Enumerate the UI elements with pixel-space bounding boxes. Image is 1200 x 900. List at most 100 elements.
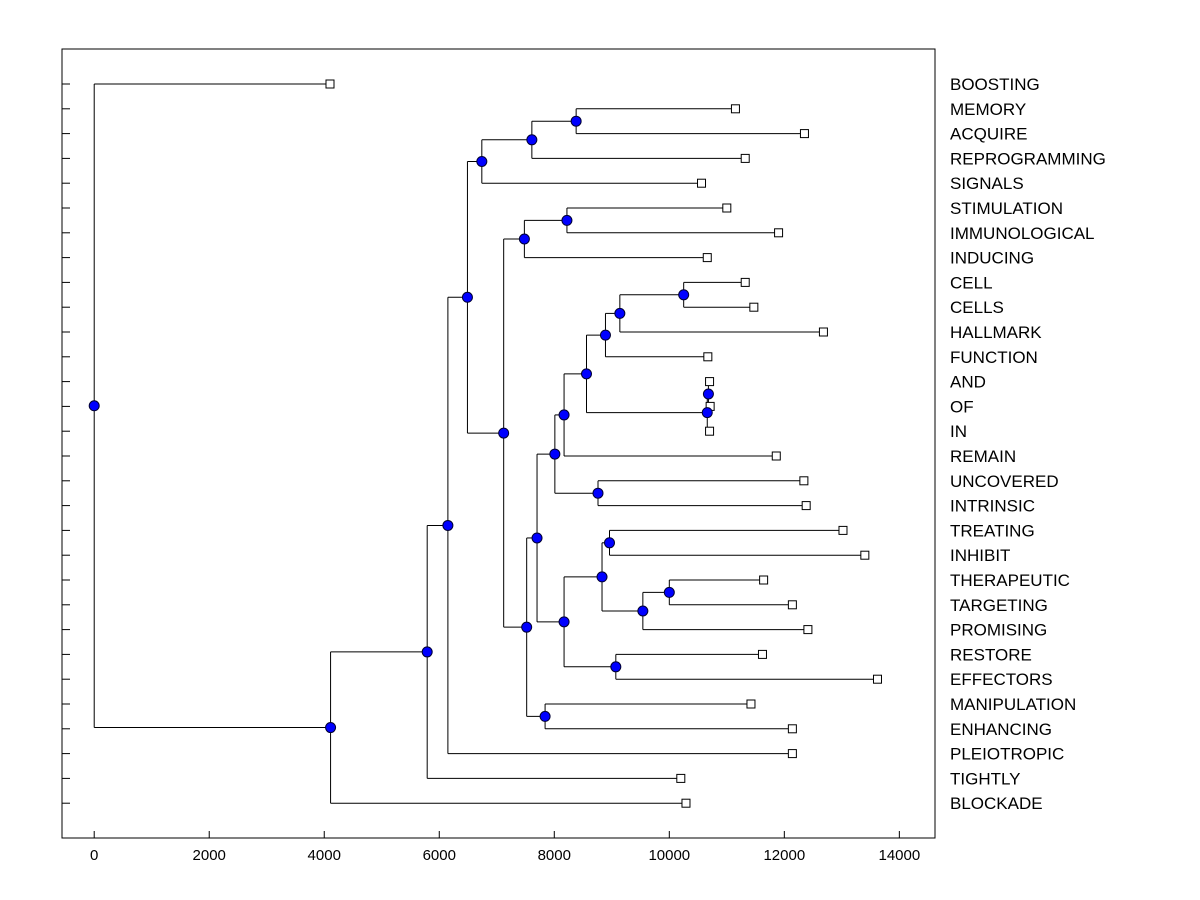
x-tick-label: 12000 [763,847,805,864]
leaf-marker-restore [757,649,767,659]
merge-node-n_func_and [580,368,592,380]
leaf-label-promising: PROMISING [950,621,1047,640]
leaf-label-function: FUNCTION [950,348,1038,367]
leaf-label-manipulation: MANIPULATION [950,695,1076,714]
merge-node-n_remain [558,409,570,421]
leaf-marker-inhibit [860,550,870,560]
merge-node-n_treat [603,537,615,549]
leaf-label-in: IN [950,422,967,441]
merge-node-n_mid [549,448,561,460]
leaf-label-cells: CELLS [950,298,1004,317]
leaf-markers [325,79,882,808]
leaf-label-intrinsic: INTRINSIC [950,497,1035,516]
merge-node-n_low2 [521,621,533,633]
leaf-marker-manipulation [746,699,756,709]
merge-node-n_treat_prom [596,571,608,583]
merge-node-n_root [88,400,100,412]
leaf-labels: BOOSTING MEMORY ACQUIRE REPROGRAMMING SIGNAL… [950,75,1106,813]
merge-node-n_func [599,329,611,341]
merge-node-n_prom [637,605,649,617]
merge-node-n_center [498,427,510,439]
leaf-label-reprogramming: REPROGRAMMING [950,149,1106,168]
leaf-label-enhancing: ENHANCING [950,720,1052,739]
leaf-marker-inducing [702,253,712,263]
leaf-label-inducing: INDUCING [950,249,1034,268]
merge-node-n_tp_rest [558,616,570,628]
leaf-marker-uncovered [799,476,809,486]
leaf-marker-effectors [872,674,882,684]
leaf-marker-cell [740,277,750,287]
leaf-label-acquire: ACQUIRE [950,125,1027,144]
merge-node-n_tight [421,646,433,658]
x-tick-label: 2000 [193,847,226,864]
leaf-label-inhibit: INHIBIT [950,546,1010,565]
leaf-marker-treating [838,525,848,535]
merge-node-n_low [531,532,543,544]
merge-node-n_ther [663,586,675,598]
leaf-marker-promising [803,625,813,635]
leaf-marker-hallmark [818,327,828,337]
leaf-marker-pleiotropic [787,749,797,759]
merge-node-n_manip [539,710,551,722]
leaf-label-of: OF [950,397,974,416]
leaf-label-memory: MEMORY [950,100,1026,119]
merge-node-n_hall [614,307,626,319]
leaf-marker-targeting [787,600,797,610]
x-tick-label: 8000 [538,847,571,864]
leaf-marker-remain [771,451,781,461]
leaf-label-effectors: EFFECTORS [950,670,1053,689]
leaf-marker-stimulation [722,203,732,213]
merge-node-n_upper [461,291,473,303]
leaf-label-restore: RESTORE [950,645,1032,664]
leaf-marker-and [705,377,715,387]
leaf-marker-blockade [681,798,691,808]
leaf-marker-boosting [325,79,335,89]
leaf-label-hallmark: HALLMARK [950,323,1042,342]
x-tick-label: 6000 [423,847,456,864]
merge-node-n_mem_acq [570,115,582,127]
leaf-marker-function [703,352,713,362]
leaf-marker-immunological [774,228,784,238]
leaf-label-cell: CELL [950,273,993,292]
leaf-marker-therapeutic [759,575,769,585]
leaf-label-treating: TREATING [950,521,1035,540]
plot-frame [61,48,936,839]
merge-node-n_mem_rep [526,134,538,146]
leaf-marker-reprogramming [740,153,750,163]
x-tick-label: 0 [90,847,98,864]
merge-nodes [88,115,714,734]
x-tick-label: 14000 [878,847,920,864]
x-tick-label: 10000 [648,847,690,864]
merge-node-n_stim_ind [518,233,530,245]
merge-node-n_and_in [701,407,713,419]
leaf-label-boosting: BOOSTING [950,75,1040,94]
merge-node-n_cell [678,289,690,301]
x-axis: 0 2000 4000 6000 8000 10000 12000 14000 [90,831,920,864]
leaf-label-stimulation: STIMULATION [950,199,1063,218]
leaf-label-and: AND [950,373,986,392]
merge-node-n_rest [610,661,622,673]
leaf-label-therapeutic: THERAPEUTIC [950,571,1070,590]
leaf-label-pleiotropic: PLEIOTROPIC [950,745,1064,764]
merge-node-n_pleio [442,519,454,531]
leaf-marker-intrinsic [801,501,811,511]
leaf-label-blockade: BLOCKADE [950,794,1043,813]
leaf-marker-memory [730,104,740,114]
leaf-marker-in [705,426,715,436]
leaf-label-remain: REMAIN [950,447,1016,466]
leaf-marker-tightly [676,773,686,783]
leaf-label-uncovered: UNCOVERED [950,472,1059,491]
x-tick-label: 4000 [308,847,341,864]
leaf-tick-marks [62,83,70,804]
leaf-marker-cells [749,302,759,312]
branches [93,83,878,804]
merge-node-n_top [476,156,488,167]
leaf-label-targeting: TARGETING [950,596,1048,615]
merge-node-n_block [325,722,337,734]
leaf-label-signals: SIGNALS [950,174,1024,193]
leaf-marker-enhancing [787,724,797,734]
leaf-label-immunological: IMMUNOLOGICAL [950,224,1095,243]
merge-node-n_stim_imm [561,214,573,226]
leaf-marker-acquire [799,129,809,139]
